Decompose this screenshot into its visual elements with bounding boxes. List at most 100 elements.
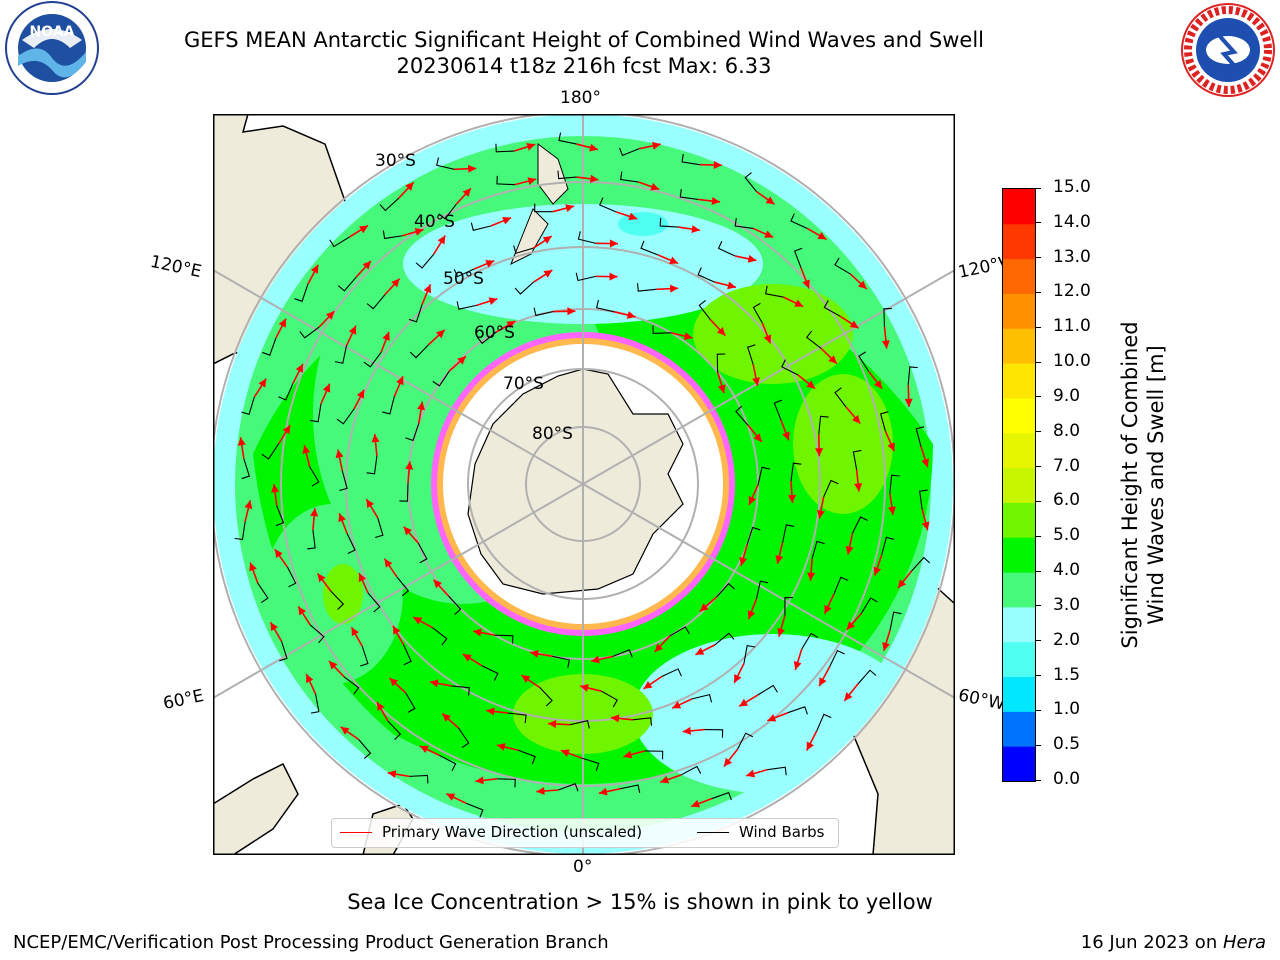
wind-barb bbox=[558, 132, 577, 145]
wave-arrow-head bbox=[610, 714, 620, 723]
wind-barb bbox=[640, 240, 659, 256]
wave-arrow-head bbox=[306, 674, 314, 683]
footer-date: 16 Jun 2023 on bbox=[1080, 932, 1223, 953]
wind-barb bbox=[279, 641, 288, 662]
colorbar-tick-mark bbox=[1035, 326, 1041, 328]
colorbar-tick-mark bbox=[1035, 500, 1041, 502]
wind-barb bbox=[883, 307, 892, 327]
lat-label-80s: 80°S bbox=[532, 424, 573, 444]
colorbar-bin bbox=[1003, 397, 1035, 434]
noaa-logo: NOAA bbox=[0, 0, 104, 104]
wave-arrow-head bbox=[764, 230, 774, 238]
wind-barb bbox=[834, 387, 847, 408]
wave-arrow-head bbox=[485, 260, 495, 268]
wave-arrow-head bbox=[734, 674, 742, 684]
colorbar-tick-label: 9.0 bbox=[1053, 385, 1081, 406]
wind-barb bbox=[366, 455, 378, 475]
wind-barb bbox=[262, 338, 277, 356]
wind-barb bbox=[309, 624, 325, 644]
wind-barb bbox=[241, 396, 255, 416]
wind-barb bbox=[644, 750, 664, 760]
wind-barb bbox=[409, 344, 429, 359]
wave-arrow-head bbox=[609, 239, 618, 248]
wind-barb bbox=[716, 353, 726, 373]
wave-arrow-head bbox=[746, 769, 756, 778]
lon-label-60w: 60°W bbox=[956, 685, 1007, 715]
wind-barb bbox=[551, 655, 571, 668]
wave-arrow-head bbox=[244, 500, 253, 510]
wave-arrow-head bbox=[854, 483, 863, 492]
wind-barb bbox=[612, 649, 633, 658]
wave-arrow-head bbox=[858, 280, 867, 289]
wave-arrow-head bbox=[807, 572, 816, 581]
wave-arrow-head bbox=[488, 297, 498, 305]
colorbar-tick-label: 7.0 bbox=[1053, 455, 1081, 476]
lon-label-0: 0° bbox=[573, 857, 593, 877]
wave-arrow-head bbox=[328, 661, 338, 670]
wave-arrow-head bbox=[815, 448, 824, 457]
wave-arrow-head bbox=[887, 506, 896, 515]
wind-barb bbox=[278, 383, 294, 401]
wind-barb bbox=[691, 693, 713, 703]
wave-arrow-head bbox=[711, 197, 720, 205]
wave-arrow-head bbox=[358, 573, 367, 582]
wave-arrow-head bbox=[282, 425, 291, 435]
wave-arrow-head bbox=[777, 627, 785, 637]
wind-barb bbox=[680, 765, 702, 776]
wave-arrow-head bbox=[371, 434, 380, 443]
wind-barb bbox=[360, 646, 369, 667]
wave-arrow-head bbox=[806, 380, 816, 389]
wave-arrow-head bbox=[819, 677, 827, 687]
lon-label-180: 180° bbox=[560, 88, 601, 108]
wind-barb bbox=[911, 556, 931, 572]
wind-barb bbox=[823, 300, 841, 317]
colorbar-tick-mark bbox=[1035, 709, 1041, 711]
wave-arrow-head bbox=[530, 649, 539, 658]
wind-barb bbox=[757, 466, 770, 485]
wind-barb bbox=[470, 222, 491, 232]
wave-arrow-head bbox=[767, 714, 777, 722]
wind-barb bbox=[829, 649, 845, 668]
wind-barb bbox=[801, 632, 819, 650]
wave-arrow-head bbox=[739, 556, 748, 566]
colorbar-bin bbox=[1003, 606, 1035, 643]
wave-arrow-head bbox=[609, 272, 618, 281]
wave-arrow-head bbox=[542, 236, 552, 244]
wind-barb bbox=[438, 204, 457, 220]
wind-barb bbox=[382, 230, 403, 240]
wind-barb bbox=[834, 257, 851, 275]
wind-barb bbox=[476, 331, 497, 345]
wave-arrow-head bbox=[366, 499, 374, 509]
wave-arrow-head bbox=[387, 770, 397, 779]
wave-arrow-head bbox=[403, 526, 413, 536]
wind-barb bbox=[387, 720, 402, 741]
wind-barb bbox=[379, 197, 399, 212]
colorbar-bin bbox=[1003, 502, 1035, 538]
wind-barb bbox=[889, 611, 902, 630]
wind-barb bbox=[601, 690, 618, 708]
wind-barb bbox=[508, 712, 527, 724]
wave-arrow-head bbox=[654, 643, 664, 652]
wind-barb bbox=[577, 231, 597, 244]
wave-arrow-head bbox=[747, 610, 756, 620]
wave-arrow-head bbox=[396, 376, 404, 386]
map-legend: Primary Wave Direction (unscaled) Wind B… bbox=[331, 818, 839, 848]
wave-arrow-head bbox=[521, 675, 531, 683]
legend-label-wave-direction: Primary Wave Direction (unscaled) bbox=[382, 823, 643, 841]
colorbar-tick-mark bbox=[1035, 431, 1041, 433]
wind-barb bbox=[409, 774, 429, 784]
legend-swatch-wind-barbs bbox=[697, 832, 729, 833]
wave-arrow-head bbox=[652, 141, 661, 150]
wave-arrow-head bbox=[793, 661, 802, 670]
wave-arrow-head bbox=[278, 318, 286, 328]
wind-barb bbox=[569, 720, 590, 729]
lon-label-120e: 120°E bbox=[148, 251, 204, 283]
wave-arrow-head bbox=[565, 204, 575, 212]
wind-barb bbox=[620, 171, 639, 183]
colorbar-tick-label: 0.0 bbox=[1053, 769, 1081, 789]
wind-barb bbox=[539, 687, 553, 707]
wave-arrow-head bbox=[295, 363, 303, 373]
colorbar-gradient bbox=[1003, 189, 1035, 782]
wave-arrow-head bbox=[414, 227, 424, 236]
wind-barb bbox=[375, 517, 384, 539]
